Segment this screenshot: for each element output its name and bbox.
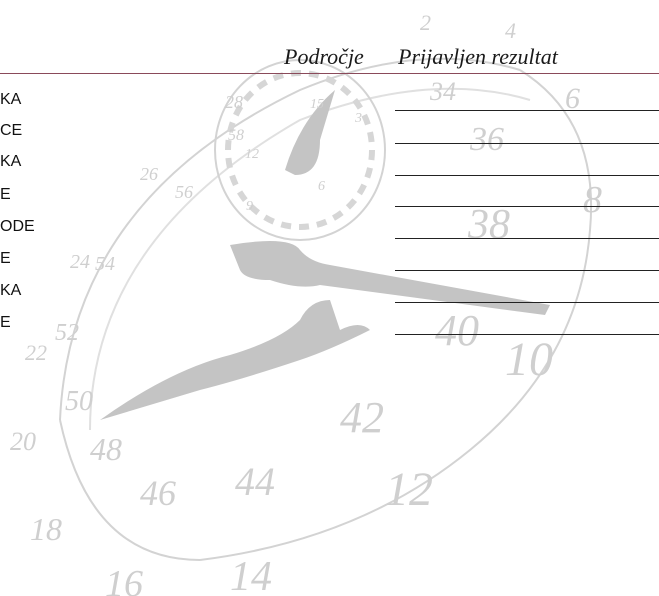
watermark-number: 58	[228, 127, 244, 144]
watermark-number: 20	[10, 427, 36, 456]
watermark-number: 44	[235, 459, 275, 504]
watermark-number: 34	[429, 77, 456, 106]
watermark-number: 26	[140, 164, 158, 184]
watermark-number: 6	[565, 82, 580, 115]
watermark-number: 10	[505, 333, 553, 386]
watermark-number: 16	[105, 563, 143, 596]
row-label: CE	[0, 122, 23, 139]
watermark-number: 48	[90, 431, 122, 467]
watermark-number: 9	[246, 199, 253, 214]
watermark-number: 24	[70, 251, 90, 273]
watermark-number: 36	[469, 121, 504, 158]
watermark-number: 14	[230, 554, 272, 596]
result-entry-line[interactable]	[395, 143, 659, 144]
result-entry-line[interactable]	[395, 238, 659, 239]
watermark-number: 56	[175, 182, 193, 202]
result-entry-line[interactable]	[395, 302, 659, 303]
watermark-number: 18	[30, 511, 62, 547]
watermark-number: 50	[65, 386, 93, 417]
result-entry-line[interactable]	[395, 206, 659, 207]
watermark-number: 40	[435, 306, 479, 355]
watermark-number: 12	[385, 463, 433, 516]
header-divider	[0, 73, 659, 74]
watermark-number: 52	[55, 320, 79, 346]
watermark-number: 4	[505, 18, 516, 43]
row-label: ODE	[0, 218, 35, 235]
watermark-number: 28	[225, 92, 243, 112]
result-entry-line[interactable]	[395, 110, 659, 111]
row-label: E	[0, 314, 11, 331]
watermark-number: 22	[25, 340, 47, 365]
header-area-label: Področje	[284, 44, 364, 69]
result-entry-line[interactable]	[395, 334, 659, 335]
row-label: E	[0, 186, 11, 203]
result-entry-line[interactable]	[395, 175, 659, 176]
watermark-number: 54	[95, 253, 115, 275]
watermark-number: 3	[354, 111, 362, 126]
row-label: KA	[0, 282, 22, 299]
watermark-number: 42	[340, 393, 384, 442]
watermark-number: 46	[140, 473, 176, 513]
watermark-number: 12	[245, 147, 259, 162]
row-label: KA	[0, 153, 22, 170]
row-label: E	[0, 250, 11, 267]
watermark-number: 38	[467, 202, 510, 248]
watermark-number: 2	[420, 10, 431, 35]
header-result-label: Prijavljen rezultat	[398, 44, 558, 69]
row-label: KA	[0, 91, 22, 108]
watermark-number: 15	[310, 97, 324, 112]
result-entry-line[interactable]	[395, 270, 659, 271]
watermark-number: 6	[318, 179, 325, 194]
watermark-number: 8	[583, 179, 602, 221]
